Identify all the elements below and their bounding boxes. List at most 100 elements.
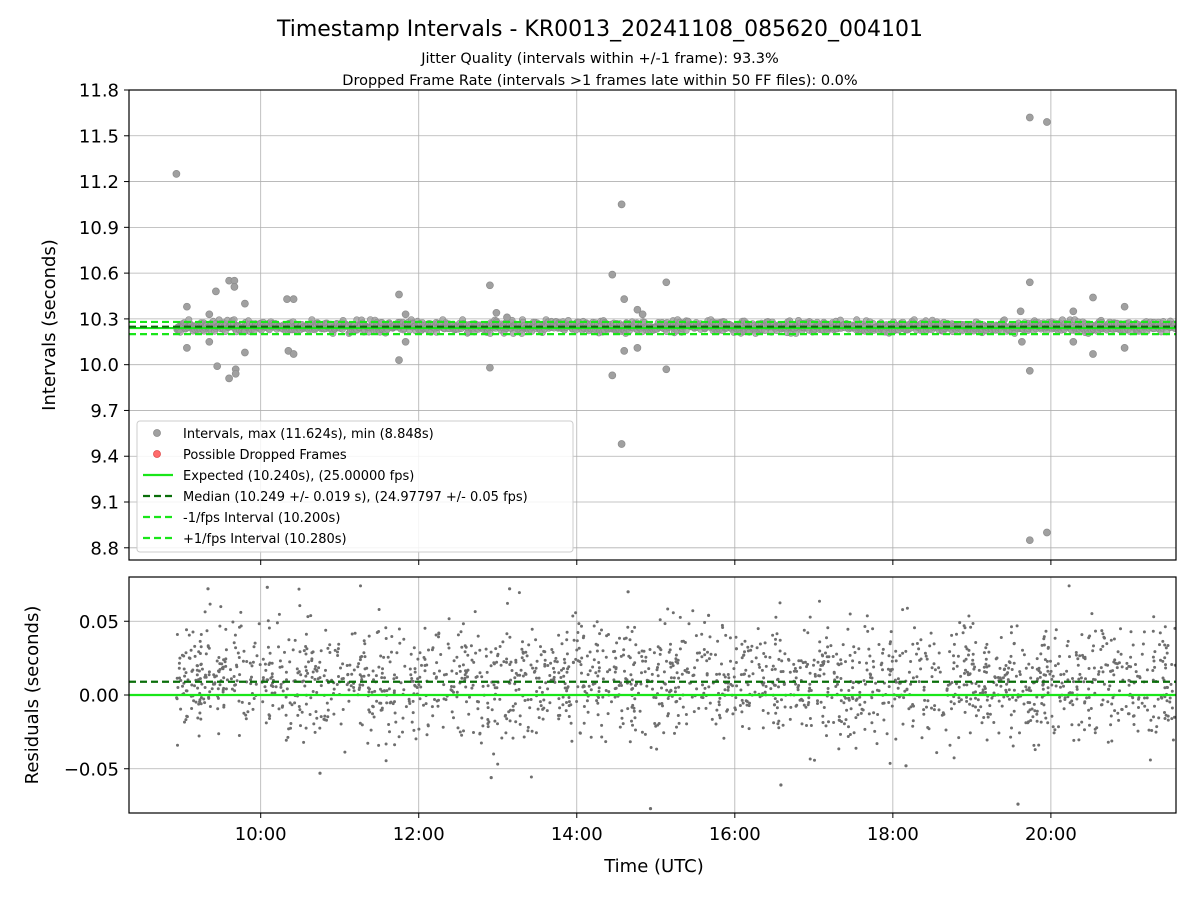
residual-point bbox=[1024, 666, 1028, 670]
residual-point bbox=[1085, 696, 1089, 700]
residual-point bbox=[1035, 667, 1039, 671]
residual-point bbox=[526, 698, 530, 702]
residual-point bbox=[597, 669, 601, 673]
interval-outlier-point bbox=[1089, 350, 1097, 358]
residual-point bbox=[832, 721, 836, 724]
residual-point bbox=[542, 698, 546, 702]
residual-point bbox=[905, 606, 909, 610]
residual-point bbox=[183, 720, 186, 724]
residual-point bbox=[541, 707, 545, 711]
residual-point bbox=[236, 651, 240, 655]
residual-point bbox=[430, 705, 434, 709]
residual-point bbox=[522, 659, 526, 662]
residual-point bbox=[207, 695, 211, 699]
residual-point bbox=[831, 655, 835, 658]
residual-point bbox=[303, 684, 307, 688]
residual-point bbox=[792, 662, 796, 666]
x-tick-label: 16:00 bbox=[709, 824, 761, 845]
residual-point bbox=[625, 678, 629, 682]
residual-point bbox=[872, 665, 876, 669]
residual-point bbox=[816, 699, 819, 703]
residual-point bbox=[1143, 704, 1147, 708]
interval-outlier-point bbox=[183, 302, 191, 311]
residual-point bbox=[1154, 730, 1158, 734]
interval-outlier-point bbox=[1043, 118, 1051, 126]
residual-point bbox=[563, 661, 567, 665]
residual-point bbox=[1161, 676, 1165, 680]
residual-point bbox=[937, 666, 941, 670]
residual-point bbox=[489, 664, 493, 668]
residual-point bbox=[346, 673, 350, 677]
residual-point bbox=[971, 622, 975, 625]
residual-point bbox=[235, 679, 239, 683]
residual-point bbox=[1042, 703, 1046, 707]
residual-point bbox=[1116, 711, 1120, 715]
residual-point bbox=[1083, 700, 1087, 704]
residual-point bbox=[911, 676, 915, 680]
residual-point bbox=[464, 669, 467, 673]
residual-point bbox=[1041, 687, 1045, 691]
residual-point bbox=[915, 652, 918, 656]
residual-point bbox=[1032, 702, 1036, 706]
residual-point bbox=[288, 660, 292, 664]
residual-point bbox=[597, 661, 601, 664]
residual-point bbox=[984, 646, 988, 650]
residual-point bbox=[604, 689, 608, 692]
interval-outlier-point bbox=[395, 356, 403, 364]
residual-point bbox=[788, 717, 792, 721]
residual-point bbox=[1088, 634, 1092, 638]
residual-point bbox=[614, 656, 618, 660]
residual-point bbox=[496, 722, 499, 726]
residual-point bbox=[774, 711, 778, 715]
residual-point bbox=[595, 620, 599, 624]
residual-point bbox=[809, 724, 813, 727]
residual-point bbox=[199, 702, 203, 706]
residual-point bbox=[393, 743, 397, 747]
residual-point bbox=[919, 638, 923, 642]
intervals-y-tick-label: 10.9 bbox=[79, 218, 119, 239]
residual-point bbox=[1044, 716, 1048, 720]
residual-point bbox=[197, 650, 201, 654]
residual-point bbox=[539, 645, 542, 649]
residual-point bbox=[999, 684, 1003, 688]
residual-point bbox=[1052, 731, 1056, 735]
residual-point bbox=[581, 636, 585, 640]
residual-point bbox=[218, 683, 222, 687]
residual-point bbox=[278, 665, 282, 669]
residual-point bbox=[257, 622, 261, 626]
residual-point bbox=[922, 688, 926, 692]
residual-point bbox=[792, 669, 796, 673]
residual-point bbox=[763, 690, 767, 694]
residual-point bbox=[1003, 667, 1007, 671]
residual-point bbox=[626, 625, 630, 629]
residual-point bbox=[963, 710, 967, 714]
residual-point bbox=[726, 686, 730, 689]
residual-point bbox=[749, 648, 753, 652]
residual-point bbox=[1029, 719, 1033, 722]
residual-point bbox=[255, 654, 259, 658]
residual-point bbox=[526, 725, 530, 729]
residual-point bbox=[310, 675, 314, 679]
interval-outlier-point bbox=[608, 371, 617, 380]
residual-point bbox=[223, 660, 227, 664]
residual-point bbox=[1058, 699, 1062, 703]
residual-point bbox=[337, 642, 341, 646]
residual-point bbox=[564, 709, 568, 713]
legend-label-median: Median (10.249 +/- 0.019 s), (24.97797 +… bbox=[183, 490, 528, 505]
interval-outlier-point bbox=[1120, 302, 1129, 311]
residual-point bbox=[232, 675, 236, 678]
intervals-y-tick-label: 10.6 bbox=[79, 264, 119, 285]
residual-point bbox=[485, 670, 489, 674]
residual-point bbox=[401, 730, 404, 734]
residual-point bbox=[218, 668, 222, 671]
residual-point bbox=[601, 677, 605, 681]
residual-point bbox=[370, 690, 374, 694]
legend-label-dropped: Possible Dropped Frames bbox=[183, 448, 347, 463]
residual-point bbox=[999, 678, 1003, 682]
residual-point bbox=[746, 645, 750, 649]
residual-point bbox=[1151, 655, 1155, 659]
residual-point bbox=[977, 708, 980, 712]
residual-point bbox=[1153, 704, 1156, 708]
residual-point bbox=[270, 672, 274, 676]
residual-point bbox=[293, 638, 297, 642]
